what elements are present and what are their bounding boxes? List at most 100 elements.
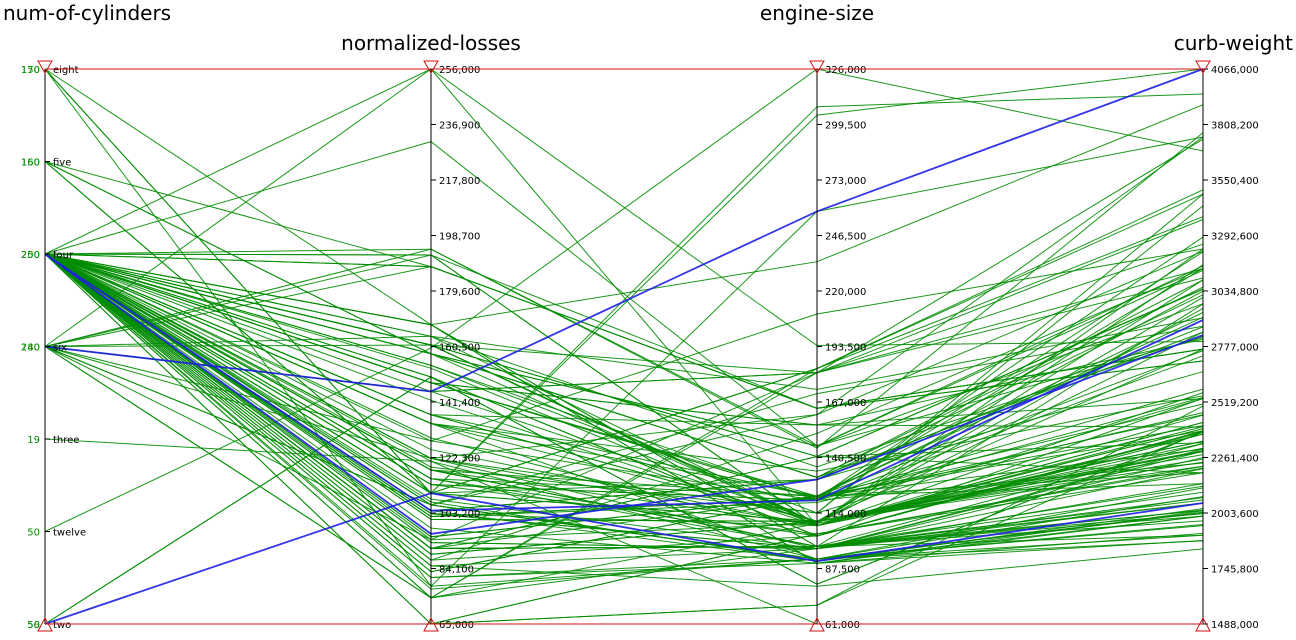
data-line bbox=[44, 253, 1204, 527]
tick-label: two bbox=[53, 620, 71, 631]
tick-label: 141,400 bbox=[439, 398, 480, 409]
tick-label: 103,200 bbox=[439, 509, 480, 520]
tick-label: 3034,800 bbox=[1211, 287, 1259, 298]
data-line bbox=[44, 250, 1204, 459]
tick-label: 140,500 bbox=[825, 454, 866, 465]
data-line bbox=[44, 268, 1204, 541]
tick-label: 122,300 bbox=[439, 454, 480, 465]
tick-label: 167,000 bbox=[825, 398, 866, 409]
tick-label: 299,500 bbox=[825, 121, 866, 132]
data-line bbox=[44, 253, 1204, 625]
tick-label: 3292,600 bbox=[1211, 232, 1259, 243]
data-line bbox=[44, 253, 1204, 428]
category-count-label: 240 bbox=[21, 343, 40, 354]
tick-label: 2777,000 bbox=[1211, 343, 1259, 354]
category-count-label: 250 bbox=[21, 250, 40, 261]
tick-label: 2003,600 bbox=[1211, 509, 1259, 520]
data-line bbox=[44, 492, 1204, 625]
axis-title: engine-size bbox=[760, 1, 874, 25]
axis-filter-handle-top[interactable] bbox=[809, 60, 825, 74]
data-line bbox=[44, 253, 1204, 560]
tick-label: 65,000 bbox=[439, 620, 474, 631]
tick-label: 179,600 bbox=[439, 287, 480, 298]
data-line bbox=[44, 253, 1204, 522]
axis-title: num-of-cylinders bbox=[3, 1, 171, 25]
data-line bbox=[44, 248, 1204, 442]
data-line bbox=[44, 68, 1204, 527]
data-line bbox=[44, 253, 1204, 560]
tick-label: 220,000 bbox=[825, 287, 866, 298]
data-line bbox=[44, 68, 1204, 494]
data-line bbox=[44, 253, 1204, 527]
data-line bbox=[44, 253, 1204, 472]
data-line bbox=[44, 136, 1204, 506]
tick-label: 217,800 bbox=[439, 176, 480, 187]
data-line bbox=[44, 253, 1204, 447]
tick-label: 84,100 bbox=[439, 565, 474, 576]
data-line bbox=[44, 138, 1204, 393]
data-line bbox=[44, 193, 1204, 599]
tick-label: 114,000 bbox=[825, 509, 866, 520]
tick-label: 3550,400 bbox=[1211, 176, 1259, 187]
tick-label: 193,500 bbox=[825, 343, 866, 354]
axis-filter-handle-top[interactable] bbox=[1195, 60, 1211, 74]
data-line bbox=[44, 253, 1204, 527]
axis-title: curb-weight bbox=[1174, 31, 1293, 55]
tick-label: 256,000 bbox=[439, 65, 480, 76]
data-line bbox=[44, 266, 1204, 409]
data-line bbox=[44, 317, 1204, 390]
tick-label: 160,500 bbox=[439, 343, 480, 354]
tick-label: 246,500 bbox=[825, 232, 866, 243]
data-line bbox=[44, 253, 1204, 499]
axis-filter-handle-top[interactable] bbox=[37, 60, 53, 74]
data-line bbox=[44, 68, 1204, 347]
data-line bbox=[45, 68, 1204, 152]
data-line bbox=[44, 277, 1204, 374]
data-line bbox=[44, 141, 1204, 447]
category-count-label: 19 bbox=[27, 435, 40, 446]
axis-engine-size: engine-size 326,000 299,500 273,000 246,500 2… bbox=[760, 1, 874, 632]
category-count-label: 150 bbox=[21, 158, 40, 169]
data-line bbox=[44, 68, 1204, 326]
data-line bbox=[44, 253, 1204, 458]
axis-num-of-cylinders: num-of-cylinderseight170150five160150fou… bbox=[3, 1, 171, 632]
tick-label: six bbox=[53, 343, 67, 354]
tick-label: 3808,200 bbox=[1211, 121, 1259, 132]
data-line bbox=[44, 253, 1204, 573]
data-line bbox=[44, 68, 1204, 587]
axis-title: normalized-losses bbox=[341, 31, 521, 55]
data-line bbox=[44, 68, 1204, 393]
tick-label: 326,000 bbox=[825, 65, 866, 76]
data-line bbox=[44, 132, 1204, 449]
tick-label: 4066,000 bbox=[1211, 65, 1259, 76]
tick-label: 2261,400 bbox=[1211, 454, 1259, 465]
tick-label: 1488,000 bbox=[1211, 620, 1259, 631]
tick-label: three bbox=[53, 435, 79, 446]
category-count-label: 180 bbox=[21, 343, 40, 354]
tick-label: 87,500 bbox=[825, 565, 860, 576]
data-line bbox=[44, 253, 1204, 518]
category-count-label: 200 bbox=[21, 250, 40, 261]
data-line bbox=[44, 253, 1204, 512]
data-line bbox=[44, 253, 1204, 590]
axis-normalized-losses: normalized-losses 256,000 236,900 217,800 19… bbox=[341, 31, 521, 632]
category-count-label: 170 bbox=[21, 65, 40, 76]
tick-label: 273,000 bbox=[825, 176, 866, 187]
tick-label: 198,700 bbox=[439, 232, 480, 243]
tick-label: four bbox=[53, 250, 74, 261]
tick-label: 61,000 bbox=[825, 620, 860, 631]
data-line bbox=[44, 376, 1204, 625]
tick-label: eight bbox=[53, 65, 79, 76]
tick-label: 1745,800 bbox=[1211, 565, 1259, 576]
data-line bbox=[44, 253, 1204, 538]
category-count-label: 160 bbox=[21, 158, 40, 169]
data-line bbox=[44, 253, 1204, 535]
polyline-layer bbox=[44, 68, 1204, 625]
axis-filter-handle-top[interactable] bbox=[423, 60, 439, 74]
tick-label: 2519,200 bbox=[1211, 398, 1259, 409]
category-count-label: 50 bbox=[27, 528, 40, 539]
tick-label: twelve bbox=[53, 528, 86, 539]
data-line bbox=[44, 253, 1204, 587]
category-count-label: 50 bbox=[27, 620, 40, 631]
